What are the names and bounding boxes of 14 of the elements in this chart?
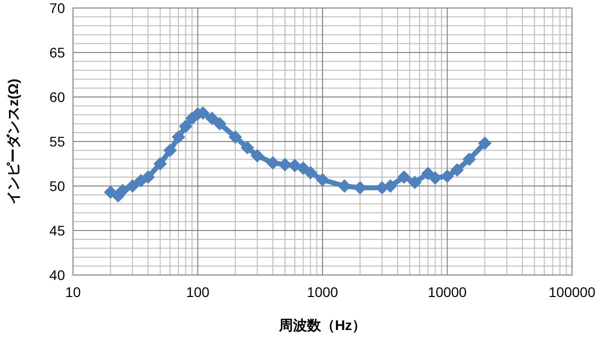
y-tick-label: 40 — [49, 267, 66, 283]
y-tick-label: 55 — [49, 134, 66, 150]
x-tick-label: 10000 — [428, 284, 467, 300]
y-tick-label: 50 — [49, 178, 66, 194]
y-tick-label: 45 — [49, 222, 66, 238]
x-tick-label: 10 — [65, 284, 81, 300]
x-tick-label: 1000 — [306, 284, 338, 300]
y-tick-label: 60 — [49, 89, 66, 105]
x-tick-label: 100000 — [548, 284, 596, 300]
y-tick-label: 70 — [49, 0, 66, 16]
y-tick-label: 65 — [49, 44, 66, 60]
x-axis-title: 周波数（Hz） — [278, 317, 366, 333]
y-axis-title: インピーダンスz(Ω) — [5, 78, 21, 204]
x-tick-label: 100 — [186, 284, 210, 300]
